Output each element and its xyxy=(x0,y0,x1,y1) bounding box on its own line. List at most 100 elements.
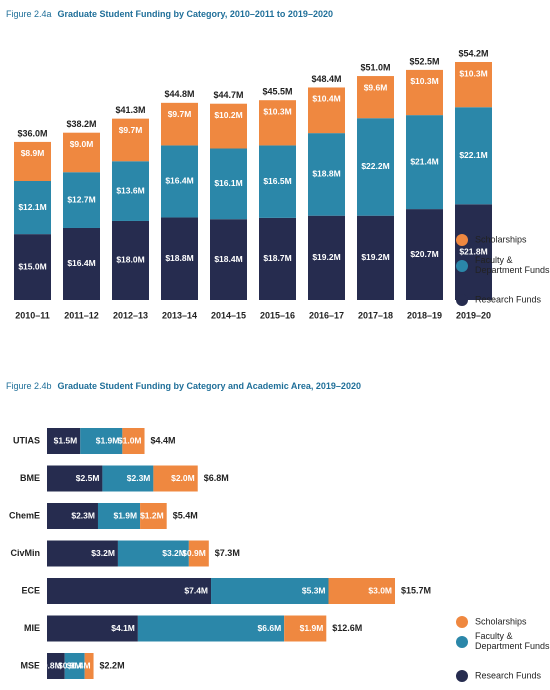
bar-segment xyxy=(406,115,443,210)
total-label: $44.8M xyxy=(164,89,194,99)
value-label: $3.2M xyxy=(162,548,186,558)
value-label: $19.2M xyxy=(361,252,389,262)
bar-segment xyxy=(211,578,329,604)
value-label: $10.2M xyxy=(214,110,242,120)
bar-segment xyxy=(63,172,100,228)
bar-segment xyxy=(47,615,138,642)
value-label: $3.2M xyxy=(91,548,115,558)
legend-line: Faculty & xyxy=(475,255,513,265)
value-label: $13.6M xyxy=(116,185,144,195)
legend-swatch xyxy=(456,294,468,306)
value-label: $0.9M xyxy=(58,660,82,670)
legend-label: Faculty & Department Funds xyxy=(475,255,550,275)
legend-swatch xyxy=(456,234,468,246)
total-label: $2.2M xyxy=(100,660,125,670)
legend-line: Department Funds xyxy=(475,641,550,651)
legend-line: Faculty & xyxy=(475,631,513,641)
bar-segment xyxy=(153,465,198,492)
bar-segment xyxy=(63,132,100,173)
value-label: $10.4M xyxy=(312,94,340,104)
y-tick-label: MSE xyxy=(20,660,40,670)
value-label: $5.3M xyxy=(302,585,326,595)
x-tick-label: 2018–19 xyxy=(407,310,442,320)
bar-segment xyxy=(259,100,296,146)
bar-segment xyxy=(63,227,100,300)
bar-segment xyxy=(308,87,345,134)
x-tick-label: 2013–14 xyxy=(162,310,197,320)
total-label: $44.7M xyxy=(213,90,243,100)
value-label: $0.9M xyxy=(182,548,206,558)
value-label: $1.0M xyxy=(118,435,142,445)
x-tick-label: 2011–12 xyxy=(64,310,99,320)
value-label: $21.4M xyxy=(410,156,438,166)
value-label: $19.2M xyxy=(312,252,340,262)
x-tick-label: 2015–16 xyxy=(260,310,295,320)
chart-title: Figure 2.4b Graduate Student Funding by C… xyxy=(6,381,361,391)
bar-segment xyxy=(47,540,118,567)
total-label: $52.5M xyxy=(409,56,439,66)
bar-segment xyxy=(64,653,85,679)
bar-segment xyxy=(455,204,492,300)
y-tick-label: UTIAS xyxy=(13,435,40,445)
value-label: $12.7M xyxy=(67,194,95,204)
bar-segment xyxy=(47,428,81,454)
bar-segment xyxy=(47,653,65,679)
total-label: $38.2M xyxy=(66,119,96,129)
total-label: $4.4M xyxy=(151,435,176,445)
legend-label: Scholarships xyxy=(475,234,527,244)
bar-segment xyxy=(406,209,443,300)
value-label: $21.8M xyxy=(459,246,487,256)
legend-label: Faculty & Department Funds xyxy=(475,631,550,651)
bar-segment xyxy=(210,103,247,149)
bar-segment xyxy=(47,578,212,604)
value-label: $20.7M xyxy=(410,249,438,259)
legend-label: Research Funds xyxy=(475,670,542,680)
value-label: $8.9M xyxy=(21,148,45,158)
value-label: $9.0M xyxy=(70,139,94,149)
bar-segment xyxy=(357,76,394,119)
value-label: $2.5M xyxy=(76,473,100,483)
bar-segment xyxy=(259,217,296,300)
x-tick-label: 2019–20 xyxy=(456,310,491,320)
bar-segment xyxy=(47,465,103,492)
value-label: $1.9M xyxy=(113,510,137,520)
bar-segment xyxy=(357,118,394,216)
value-label: $18.8M xyxy=(312,169,340,179)
value-label: $9.6M xyxy=(364,82,388,92)
bar-segment xyxy=(357,215,394,300)
bar-segment xyxy=(328,578,395,604)
bar-segment xyxy=(112,161,149,221)
x-tick-label: 2016–17 xyxy=(309,310,344,320)
y-tick-label: CivMin xyxy=(10,548,40,558)
value-label: $7.4M xyxy=(184,585,208,595)
value-label: $22.1M xyxy=(459,150,487,160)
value-label: $10.3M xyxy=(459,68,487,78)
bar-segment xyxy=(210,219,247,300)
title-text: Graduate Student Funding by Category, 20… xyxy=(58,9,333,19)
bar-segment xyxy=(112,118,149,162)
x-tick-label: 2012–13 xyxy=(113,310,148,320)
total-label: $7.3M xyxy=(215,548,240,558)
legend-swatch xyxy=(456,670,468,682)
value-label: $9.7M xyxy=(168,109,192,119)
value-label: $4.1M xyxy=(111,623,135,633)
bar-segment xyxy=(14,181,51,235)
bar-segment xyxy=(140,503,167,529)
bar-segment xyxy=(14,234,51,300)
legend-swatch xyxy=(456,616,468,628)
legend-swatch xyxy=(456,260,468,272)
x-tick-label: 2017–18 xyxy=(358,310,393,320)
total-label: $36.0M xyxy=(17,128,47,138)
value-label: $1.9M xyxy=(300,623,324,633)
value-label: $18.4M xyxy=(214,254,242,264)
value-label: $16.1M xyxy=(214,178,242,188)
y-tick-label: ECE xyxy=(21,585,40,595)
total-label: $5.4M xyxy=(173,510,198,520)
y-tick-label: BME xyxy=(20,473,40,483)
y-tick-label: ChemE xyxy=(9,510,40,520)
value-label: $0.8M xyxy=(38,660,62,670)
y-tick-label: MIE xyxy=(24,623,40,633)
legend-swatch xyxy=(456,636,468,648)
x-tick-label: 2014–15 xyxy=(211,310,246,320)
